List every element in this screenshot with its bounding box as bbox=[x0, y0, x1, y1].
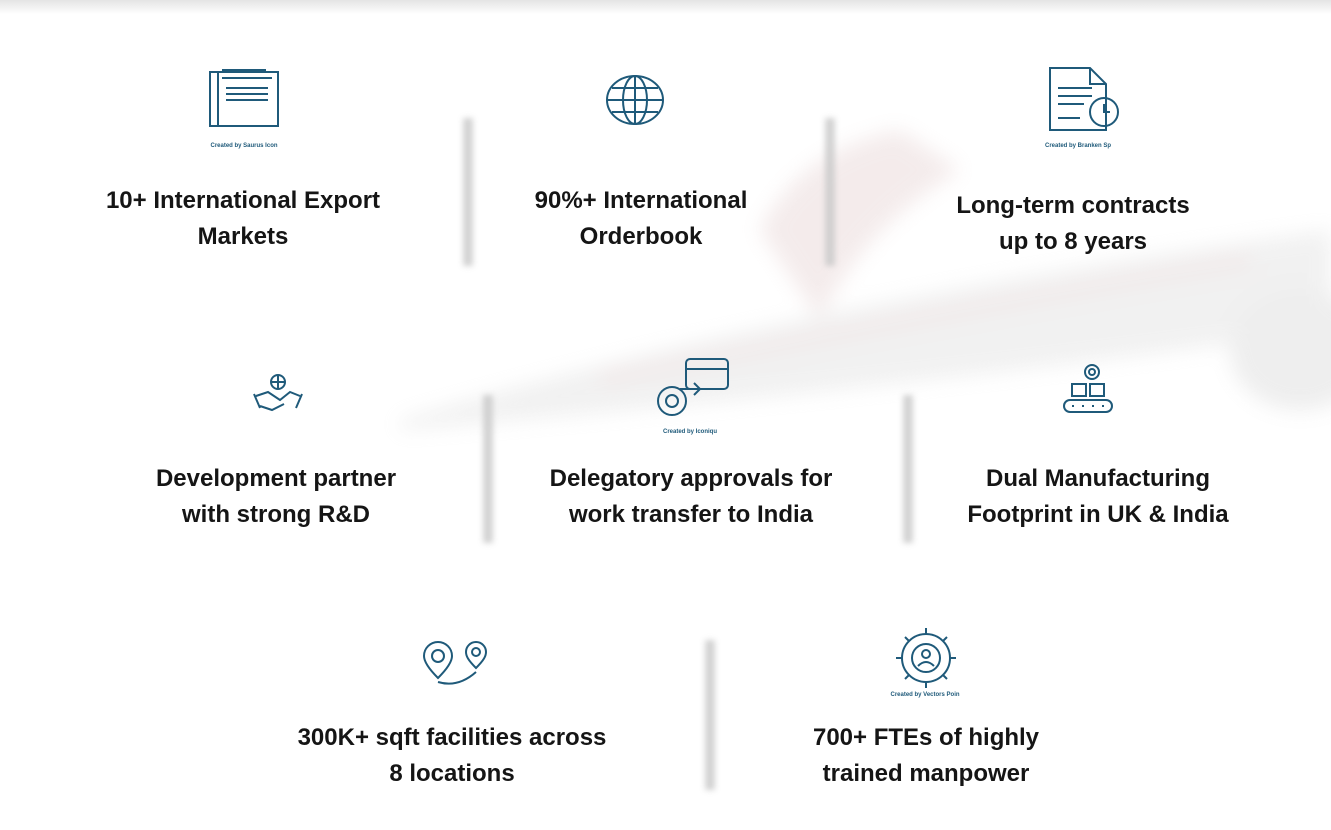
top-shadow bbox=[0, 0, 1331, 14]
icon-locations bbox=[422, 641, 488, 685]
icon-credit: Created by Saurus Icon bbox=[210, 143, 278, 149]
label-line: Delegatory approvals for bbox=[549, 465, 833, 492]
feature-item: Dual Manufacturing Footprint in UK & Indi… bbox=[908, 461, 1288, 533]
divider bbox=[705, 640, 715, 790]
label-line: Development partner bbox=[155, 465, 397, 492]
label-line: 300K+ sqft facilities across bbox=[297, 724, 607, 751]
label-line: trained manpower bbox=[822, 760, 1030, 787]
feature-label: Delegatory approvals for work transfer to… bbox=[501, 461, 881, 533]
feature-label: 10+ International Export Markets bbox=[53, 183, 433, 255]
feature-item: 90%+ International Orderbook bbox=[451, 183, 831, 255]
label-line: up to 8 years bbox=[998, 228, 1148, 255]
feature-item: Long-term contracts up to 8 years bbox=[883, 188, 1263, 260]
feature-label: Long-term contracts up to 8 years bbox=[883, 188, 1263, 260]
icon-credit: Created by Branken Sp bbox=[1045, 143, 1112, 149]
icon-credit: Created by Iconiqu bbox=[663, 429, 718, 435]
feature-item: 300K+ sqft facilities across 8 locations bbox=[262, 720, 642, 792]
label-line: Footprint in UK & India bbox=[967, 501, 1229, 528]
label-line: work transfer to India bbox=[568, 501, 814, 528]
label-line: 700+ FTEs of highly bbox=[812, 724, 1040, 751]
feature-label: Dual Manufacturing Footprint in UK & Indi… bbox=[908, 461, 1288, 533]
icon-transfer bbox=[657, 358, 729, 416]
divider bbox=[825, 118, 835, 266]
feature-item: Development partner with strong R&D bbox=[86, 461, 466, 533]
feature-label: 90%+ International Orderbook bbox=[451, 183, 831, 255]
feature-label: Development partner with strong R&D bbox=[86, 461, 466, 533]
feature-item: 700+ FTEs of highly trained manpower bbox=[736, 720, 1116, 792]
label-line: 10+ International Export bbox=[105, 187, 381, 214]
feature-item: Delegatory approvals for work transfer to… bbox=[501, 461, 881, 533]
icon-globe bbox=[606, 75, 664, 125]
icon-contract bbox=[1049, 67, 1119, 131]
label-line: Orderbook bbox=[579, 223, 703, 250]
label-line: Long-term contracts bbox=[956, 192, 1190, 219]
feature-label: 300K+ sqft facilities across 8 locations bbox=[262, 720, 642, 792]
icon-handshake bbox=[253, 374, 303, 412]
icon-credit: Created by Vectors Poin bbox=[890, 692, 960, 698]
icon-factory bbox=[1063, 364, 1113, 413]
feature-label: 700+ FTEs of highly trained manpower bbox=[736, 720, 1116, 792]
icon-book bbox=[209, 69, 279, 127]
label-line: with strong R&D bbox=[182, 501, 370, 528]
label-line: Markets bbox=[197, 223, 289, 250]
icon-gear-person bbox=[896, 628, 956, 688]
divider bbox=[903, 395, 913, 543]
label-line: 8 locations bbox=[389, 760, 515, 787]
divider bbox=[483, 395, 493, 543]
divider bbox=[463, 118, 473, 266]
label-line: Dual Manufacturing bbox=[985, 465, 1210, 492]
label-line: 90%+ International bbox=[534, 187, 748, 214]
feature-item: 10+ International Export Markets bbox=[53, 183, 433, 255]
